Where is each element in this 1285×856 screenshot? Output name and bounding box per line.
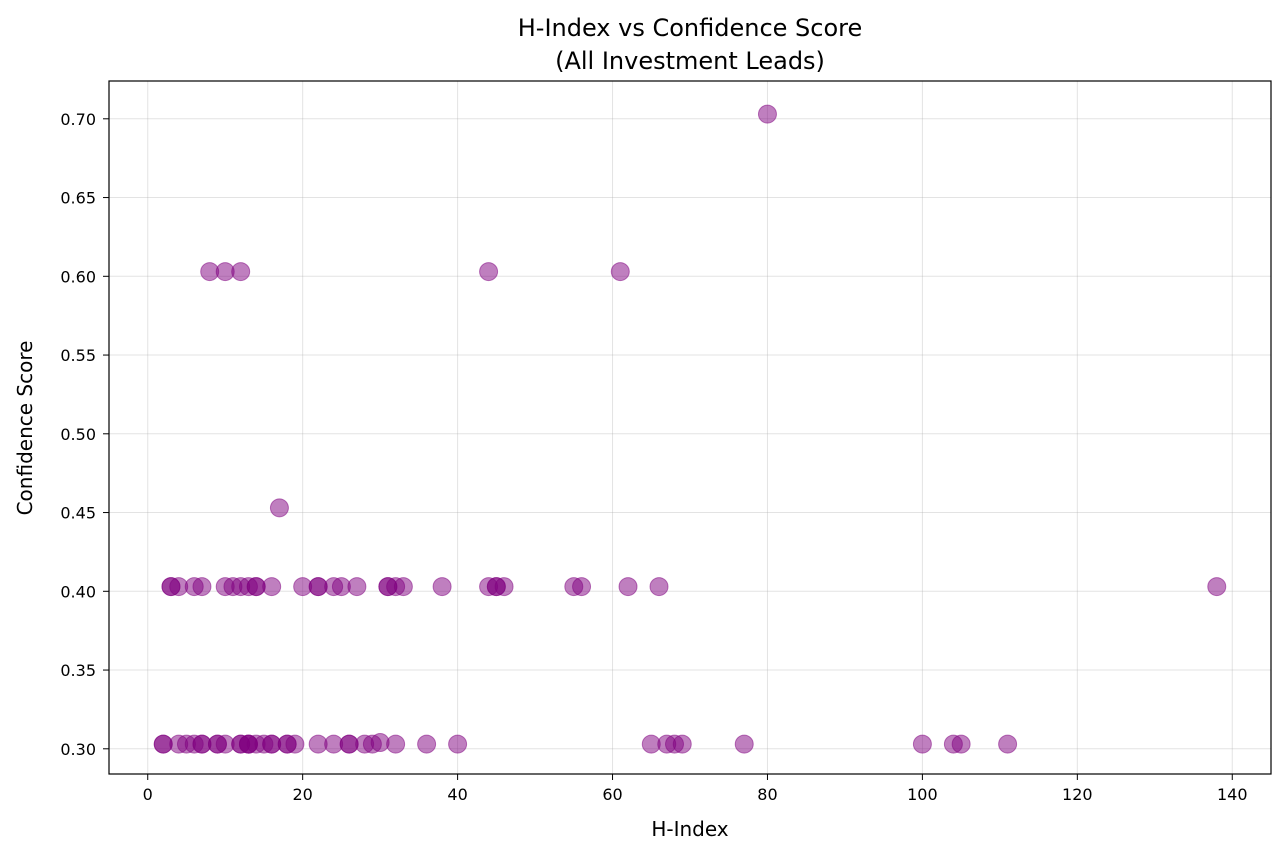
scatter-point — [734, 734, 754, 754]
scatter-point — [649, 577, 669, 597]
y-tick-label: 0.70 — [60, 110, 96, 129]
scatter-point — [757, 104, 777, 124]
scatter-point — [262, 577, 282, 597]
x-tick-label: 100 — [907, 785, 938, 804]
ticks: 0 20 40 60 80 100 120 140 0.30 0.35 0.40 0.45 0.50 0.… — [60, 110, 1247, 804]
scatter-point — [417, 734, 437, 754]
x-tick-label: 60 — [602, 785, 622, 804]
scatter-point — [572, 577, 592, 597]
scatter-point — [1207, 577, 1227, 597]
y-tick-label: 0.60 — [60, 267, 96, 286]
x-tick-label: 120 — [1062, 785, 1093, 804]
scatter-point — [672, 734, 692, 754]
x-tick-label: 140 — [1217, 785, 1248, 804]
data-points — [153, 104, 1227, 754]
x-tick-label: 80 — [757, 785, 777, 804]
y-tick-label: 0.55 — [60, 346, 96, 365]
x-tick-label: 40 — [447, 785, 467, 804]
y-tick-label: 0.50 — [60, 425, 96, 444]
scatter-point — [269, 498, 289, 518]
chart-title-line-1: H-Index vs Confidence Score — [518, 14, 863, 42]
y-tick-label: 0.30 — [60, 740, 96, 759]
scatter-point — [951, 734, 971, 754]
plot-area-frame — [108, 80, 1272, 775]
scatter-point — [912, 734, 932, 754]
y-tick-label: 0.65 — [60, 189, 96, 208]
y-tick-label: 0.45 — [60, 504, 96, 523]
scatter-point — [618, 577, 638, 597]
scatter-point — [448, 734, 468, 754]
x-tick-label: 20 — [292, 785, 312, 804]
scatter-point — [192, 577, 212, 597]
chart-title-line-2: (All Investment Leads) — [555, 47, 825, 75]
x-tick-label: 0 — [143, 785, 153, 804]
scatter-point — [347, 577, 367, 597]
scatter-point — [386, 734, 406, 754]
y-tick-label: 0.40 — [60, 582, 96, 601]
y-tick-label: 0.35 — [60, 661, 96, 680]
scatter-point — [432, 577, 452, 597]
scatter-point — [998, 734, 1018, 754]
scatter-point — [285, 734, 305, 754]
scatter-point — [231, 262, 251, 282]
scatter-point — [610, 262, 630, 282]
y-axis-label: Confidence Score — [13, 341, 37, 516]
scatter-point — [393, 577, 413, 597]
scatter-point — [479, 262, 499, 282]
x-axis-label: H-Index — [651, 817, 728, 841]
grid — [109, 81, 1271, 774]
scatter-point — [494, 577, 514, 597]
